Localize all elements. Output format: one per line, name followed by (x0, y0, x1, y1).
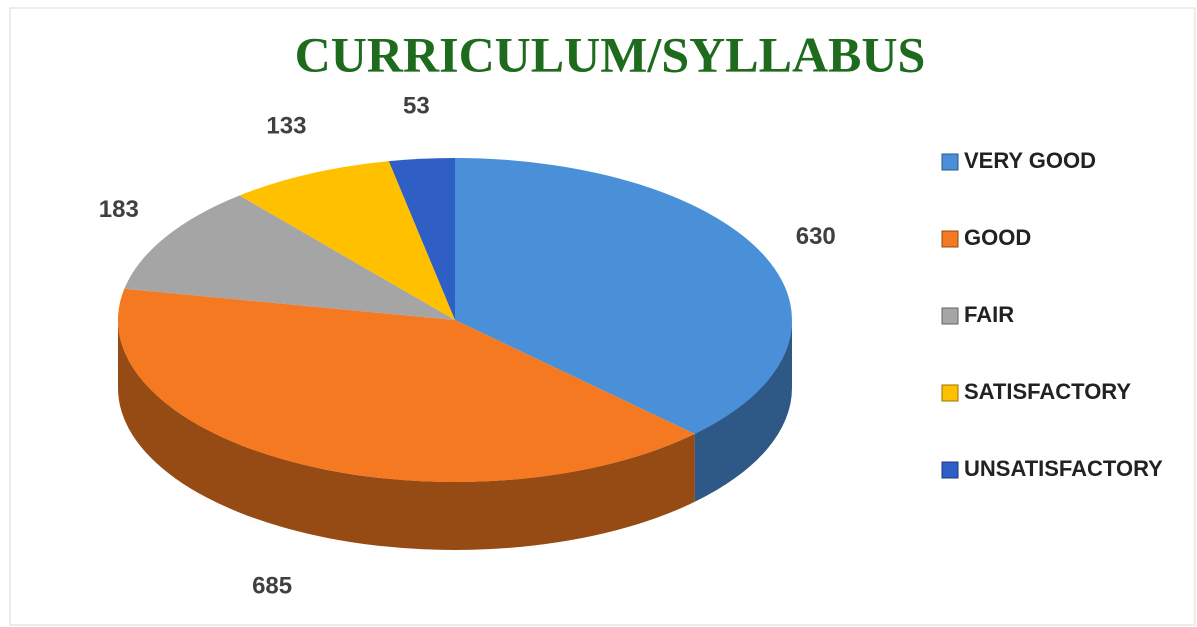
data-label: 183 (99, 196, 139, 223)
legend-swatch (941, 153, 959, 171)
chart-frame (9, 7, 1196, 626)
chart-title: CURRICULUM/SYLLABUS (295, 26, 926, 82)
legend-label: GOOD (964, 225, 1031, 250)
data-label: 685 (252, 572, 292, 599)
data-label: 133 (266, 112, 306, 139)
slice (388, 158, 455, 320)
legend-label: VERY GOOD (964, 148, 1096, 173)
legend-swatch (941, 230, 959, 248)
slice-side (118, 320, 695, 550)
slice (239, 161, 455, 320)
slice (124, 195, 456, 320)
legend-swatch (941, 307, 959, 325)
data-label: 53 (403, 93, 430, 120)
legend-label: FAIR (964, 302, 1014, 327)
slice (118, 288, 695, 482)
legend-label: SATISFACTORY (964, 379, 1131, 404)
legend-swatch (941, 461, 959, 479)
slice-side (694, 320, 792, 502)
data-label: 630 (796, 223, 836, 250)
slice (455, 158, 793, 434)
legend-label: UNSATISFACTORY (964, 456, 1163, 481)
legend-swatch (941, 384, 959, 402)
